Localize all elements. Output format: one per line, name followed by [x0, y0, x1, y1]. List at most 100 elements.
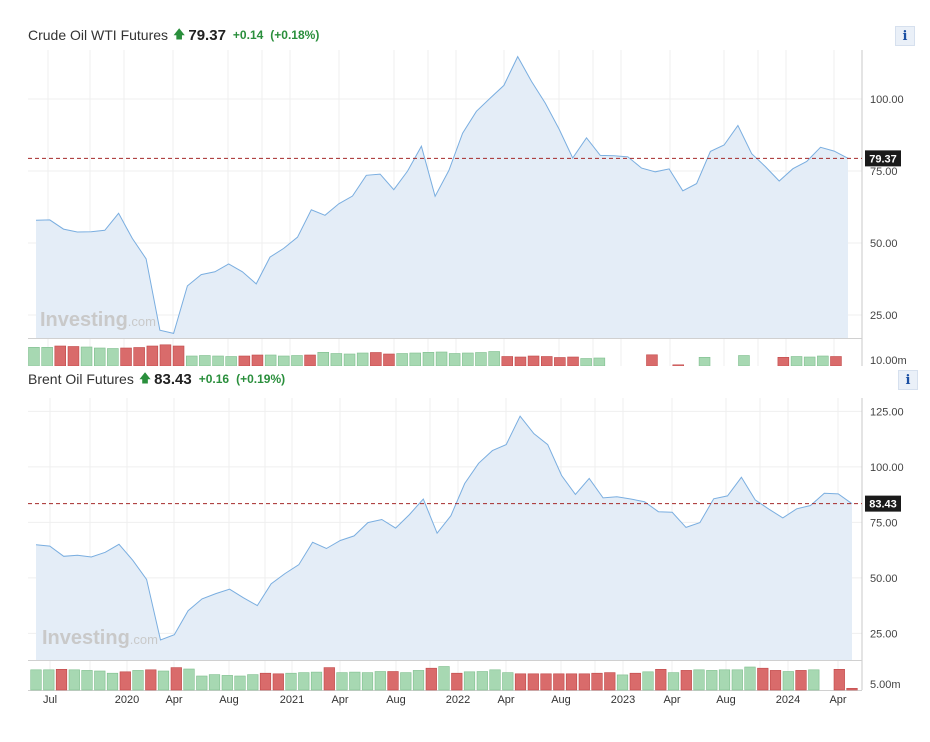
up-arrow-icon: 🡅: [138, 370, 152, 385]
y-tick-label: 50.00: [870, 573, 898, 585]
volume-bar: [540, 356, 553, 366]
volume-bar: [777, 356, 790, 366]
volume-bar: [264, 354, 277, 366]
volume-bar: [343, 353, 356, 366]
y-tick-label: 100.00: [870, 94, 904, 106]
price-area-fill: [36, 416, 852, 660]
brent-header: Brent Oil Futures 🡅 83.43 +0.16 (+0.19%): [28, 368, 285, 390]
volume-bar: [706, 670, 718, 691]
x-tick-label: 2022: [446, 694, 470, 706]
y-tick-label: 25.00: [870, 628, 898, 640]
wti-header: Crude Oil WTI Futures 🡅 79.37 +0.14 (+0.…: [28, 24, 319, 46]
wti-info-button[interactable]: i: [895, 26, 915, 46]
volume-bar: [489, 669, 501, 691]
volume-bar: [387, 671, 399, 691]
volume-bar: [578, 673, 590, 691]
x-tick-label: 2021: [280, 694, 304, 706]
x-tick-label: Apr: [829, 694, 846, 706]
brent-info-button[interactable]: i: [898, 370, 918, 390]
volume-bar: [107, 348, 119, 366]
volume-bar: [833, 668, 845, 691]
volume-bar: [476, 671, 488, 691]
volume-bar: [356, 352, 369, 366]
volume-bar: [30, 669, 42, 691]
volume-bar: [336, 672, 348, 691]
volume-bar: [157, 670, 170, 691]
volume-bar: [54, 345, 66, 366]
volume-bar: [172, 345, 185, 366]
x-tick-label: Aug: [551, 694, 571, 706]
volume-bar: [28, 346, 40, 366]
volume-bar: [199, 355, 211, 366]
volume-bar: [527, 673, 539, 691]
brent-last-price: 83.43: [154, 370, 192, 388]
x-tick-label: Apr: [497, 694, 514, 706]
volume-bar: [580, 358, 592, 366]
volume-bar: [234, 675, 246, 691]
y-tick-label: 75.00: [870, 166, 898, 178]
brent-price-chart[interactable]: Investing.com 83.43 25.00 50.00 75.00 100.00 1…: [0, 398, 930, 742]
y-tick-label: 100.00: [870, 462, 904, 474]
volume-bar: [119, 671, 131, 691]
volume-bar: [208, 674, 221, 691]
volume-bar: [291, 355, 303, 366]
volume-bar: [680, 670, 692, 691]
volume-bar: [463, 671, 476, 691]
x-tick-label: Aug: [716, 694, 736, 706]
volume-bar: [310, 671, 323, 691]
volume-bar: [448, 353, 461, 366]
volume-bar: [422, 351, 435, 366]
volume-bar: [330, 353, 343, 366]
volume-bar: [323, 667, 335, 691]
brent-chart-panel: Brent Oil Futures 🡅 83.43 +0.16 (+0.19%)…: [0, 368, 930, 716]
volume-bar: [298, 672, 310, 691]
volume-bar: [412, 670, 425, 691]
volume-bar: [272, 673, 284, 691]
brent-instrument-name[interactable]: Brent Oil Futures: [28, 371, 134, 387]
volume-bar: [808, 669, 820, 691]
investing-watermark: Investing.com: [42, 627, 158, 649]
wti-change: +0.14: [232, 28, 264, 42]
volume-bar: [94, 670, 106, 691]
x-tick-label: 2024: [776, 694, 800, 706]
volume-bar: [225, 356, 237, 366]
volume-scale-label: 5.00m: [870, 679, 901, 691]
volume-bar: [409, 352, 421, 366]
volume-bar: [425, 667, 437, 691]
volume-bar: [591, 672, 603, 691]
volume-bar: [655, 668, 667, 691]
volume-bar: [145, 669, 157, 691]
x-tick-label: Apr: [331, 694, 348, 706]
volume-bar: [183, 668, 195, 691]
wti-instrument-name[interactable]: Crude Oil WTI Futures: [28, 27, 169, 43]
volume-bar: [738, 355, 750, 366]
volume-bar: [451, 672, 463, 691]
volume-bar: [317, 351, 329, 366]
volume-bar: [159, 344, 172, 366]
volume-bar: [221, 675, 233, 691]
volume-bar: [830, 356, 842, 366]
volume-bar: [554, 357, 566, 366]
volume-bar: [565, 673, 578, 691]
volume-bar: [247, 674, 259, 691]
volume-bar: [790, 356, 803, 366]
volume-bar: [629, 672, 641, 691]
volume-bar: [553, 673, 565, 691]
volume-bar: [769, 670, 782, 691]
wti-price-chart[interactable]: Investing.com 79.37 25.00 50.00 75.00 100.00 1…: [0, 50, 930, 366]
volume-bar: [672, 364, 684, 366]
volume-bar: [782, 671, 794, 691]
volume-bar: [132, 670, 144, 691]
volume-bar: [593, 357, 606, 366]
x-tick-label: Apr: [663, 694, 680, 706]
volume-bar: [55, 668, 68, 691]
volume-bar: [186, 355, 198, 366]
volume-bar: [80, 346, 93, 366]
volume-bar: [68, 669, 80, 691]
volume-bar: [488, 351, 500, 366]
wti-last-price: 79.37: [188, 26, 226, 44]
volume-bar: [744, 666, 756, 691]
volume-bar: [67, 346, 80, 366]
y-tick-label: 75.00: [870, 517, 898, 529]
volume-bar: [514, 673, 527, 691]
